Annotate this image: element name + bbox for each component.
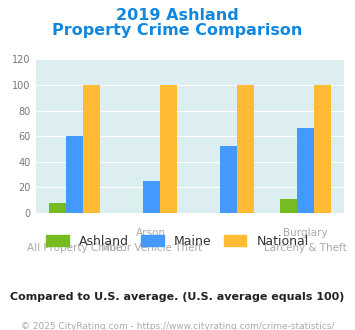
Text: 2019 Ashland: 2019 Ashland: [116, 8, 239, 23]
Text: Burglary: Burglary: [284, 228, 328, 238]
Legend: Ashland, Maine, National: Ashland, Maine, National: [41, 230, 314, 253]
Text: Property Crime Comparison: Property Crime Comparison: [52, 23, 303, 38]
Text: Larceny & Theft: Larceny & Theft: [264, 244, 347, 253]
Bar: [66, 136, 83, 213]
Text: Compared to U.S. average. (U.S. average equals 100): Compared to U.S. average. (U.S. average …: [10, 292, 345, 302]
Bar: [220, 147, 237, 213]
Bar: [160, 85, 177, 213]
Bar: [280, 199, 297, 213]
Text: © 2025 CityRating.com - https://www.cityrating.com/crime-statistics/: © 2025 CityRating.com - https://www.city…: [21, 322, 334, 330]
Text: All Property Crime: All Property Crime: [27, 244, 122, 253]
Bar: [143, 181, 160, 213]
Text: Motor Vehicle Theft: Motor Vehicle Theft: [101, 244, 202, 253]
Bar: [314, 85, 331, 213]
Bar: [83, 85, 100, 213]
Bar: [49, 203, 66, 213]
Bar: [237, 85, 254, 213]
Bar: [297, 128, 314, 213]
Text: Arson: Arson: [136, 228, 166, 238]
